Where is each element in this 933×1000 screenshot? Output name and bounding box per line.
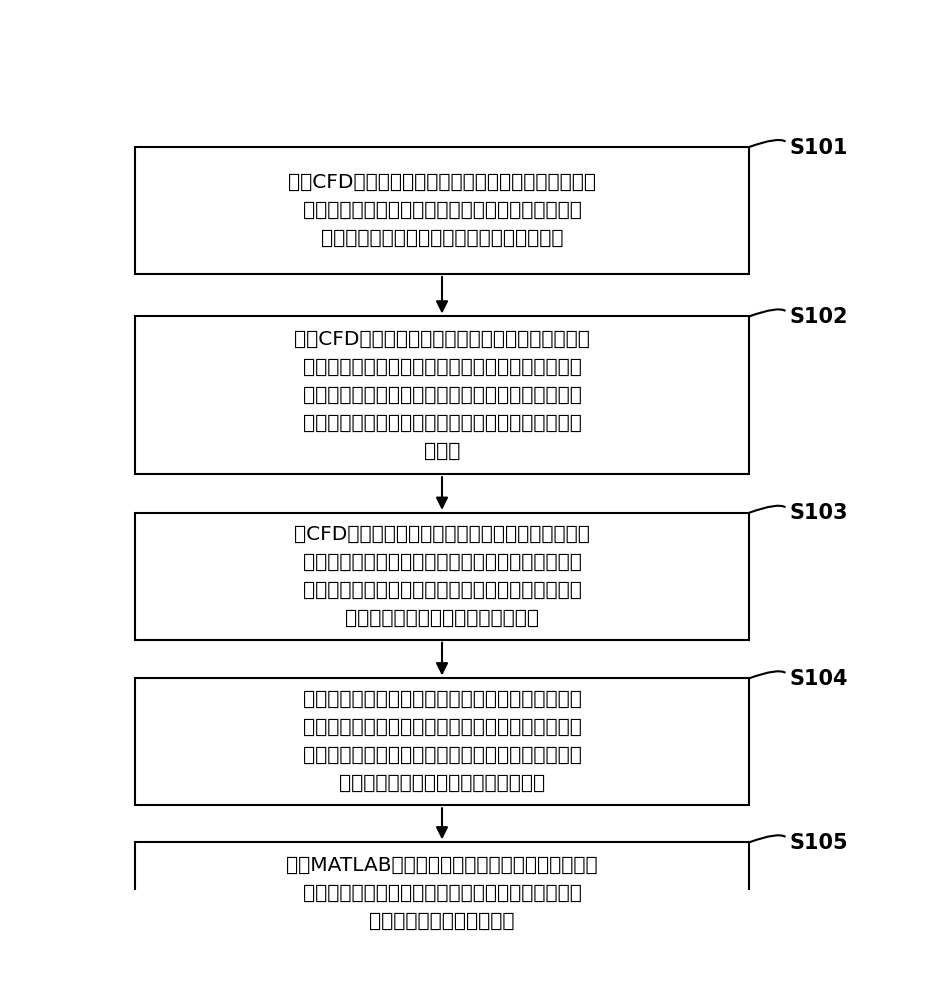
Bar (134, 842, 749, 945)
Text: 通过热阻分析，传导热阻及热量热阻在质量流量和微
通道结构尺寸一定时可以通过计算得到，仅需要对对
流热阻进行优化分析，找到对流热阻的影响因素，并
考虑制造工艺及设: 通过热阻分析，传导热阻及热量热阻在质量流量和微 通道结构尺寸一定时可以通过计算得… (302, 690, 581, 793)
Text: S101: S101 (789, 138, 847, 158)
Text: S105: S105 (789, 833, 848, 853)
Text: S102: S102 (789, 307, 847, 327)
Text: 利用MATLAB进行编程计算，通过非线性整数规划进
行求解，并在求解过程中对拉格朗日函数取二次近似
最终得到目标函数的最优解: 利用MATLAB进行编程计算，通过非线性整数规划进 行求解，并在求解过程中对拉格… (286, 856, 598, 931)
Bar (134, 678, 749, 805)
Bar (134, 316, 749, 474)
Text: 采用CFD方法，研究分析微通道入口效应对流体流动的
影响：在入口阶段流体流动未达到充分发展，其流动
扰乱更为强烈，导致流体在入口段边界层减薄: 采用CFD方法，研究分析微通道入口效应对流体流动的 影响：在入口阶段流体流动未达… (288, 173, 596, 248)
Text: 以CFD方法分析入口效应对流体流动与换热的影响为
基础，考虑入口段流体流动与换热的影响因素，利用
最小二乘法原理进行多元线性回归分析，推导出微通
道内流体在入口: 以CFD方法分析入口效应对流体流动与换热的影响为 基础，考虑入口段流体流动与换热… (294, 525, 590, 628)
Bar (134, 513, 749, 640)
Text: 采用CFD方法，研究分析微通道入口效应对换热的影
响：在入口阶段流体初始被加热，同时流体温度边界
层在发展，流体对流换热在入口段更为强烈，此时换
热性能最好。因: 采用CFD方法，研究分析微通道入口效应对换热的影 响：在入口阶段流体初始被加热，… (294, 330, 590, 461)
Text: S103: S103 (789, 503, 847, 523)
Bar (134, 147, 749, 274)
Text: S104: S104 (789, 669, 847, 689)
